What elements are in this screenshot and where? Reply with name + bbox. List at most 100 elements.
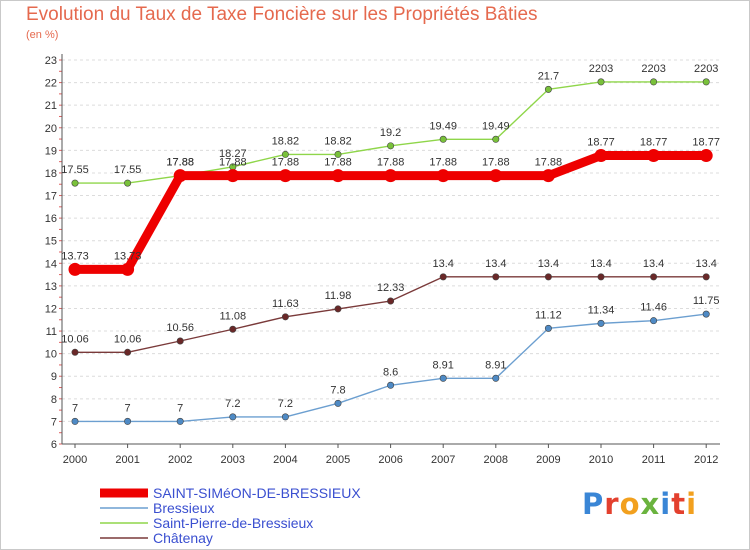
data-label: 17.88 — [482, 157, 510, 169]
data-point — [439, 135, 447, 143]
data-label: 11.08 — [219, 310, 246, 322]
data-label: 17.88 — [272, 157, 300, 169]
y-tick-labels: 6 7 8 9 10 11 12 13 14 15 16 17 18 19 20 21 22 23 — [45, 55, 57, 451]
y-tick-label: 22 — [45, 78, 57, 90]
y-tick-label: 13 — [45, 281, 57, 293]
data-label: 18.27 — [219, 148, 247, 160]
data-label: 18.82 — [272, 135, 300, 147]
data-point — [226, 169, 240, 183]
data-label: 13.4 — [695, 258, 716, 270]
proxiti-logo: Proxiti — [582, 487, 697, 521]
data-point — [594, 149, 608, 163]
data-point — [281, 313, 289, 321]
data-label: 7.2 — [225, 398, 240, 410]
logo-letter: r — [604, 487, 620, 521]
data-point — [699, 149, 713, 163]
data-point — [597, 319, 605, 327]
unit-label: (en %) — [26, 29, 59, 41]
data-point — [176, 337, 184, 345]
y-tick-label: 16 — [45, 213, 57, 225]
data-label: 18.77 — [587, 137, 615, 149]
data-label: 7 — [177, 402, 183, 414]
logo-letter: o — [619, 487, 641, 521]
data-point — [68, 262, 82, 276]
data-point — [334, 399, 342, 407]
y-tick-label: 23 — [45, 55, 57, 67]
y-tick-label: 8 — [51, 394, 57, 406]
data-point — [124, 417, 132, 425]
grid-lines — [62, 59, 720, 445]
data-point — [439, 374, 447, 382]
data-point — [597, 78, 605, 86]
data-label: 17.88 — [166, 157, 194, 169]
data-label: 2203 — [589, 63, 613, 75]
data-point — [176, 417, 184, 425]
data-label: 19.49 — [482, 120, 510, 132]
data-label: 10.06 — [61, 333, 89, 345]
data-point — [544, 324, 552, 332]
data-label: 17.88 — [429, 157, 457, 169]
data-label: 7 — [125, 402, 131, 414]
data-point — [334, 150, 342, 158]
data-label: 13.4 — [590, 258, 611, 270]
data-label: 17.55 — [114, 164, 142, 176]
data-label: 13.4 — [485, 258, 506, 270]
data-point — [489, 169, 503, 183]
data-point — [121, 262, 135, 276]
y-tick-label: 12 — [45, 303, 57, 315]
data-point — [71, 417, 79, 425]
data-point — [439, 273, 447, 281]
data-point — [71, 348, 79, 356]
x-tick-label: 2007 — [431, 454, 455, 466]
y-tick-label: 19 — [45, 145, 57, 157]
data-label: 17.55 — [61, 164, 89, 176]
y-tick-label: 20 — [45, 123, 57, 135]
x-tick-label: 2008 — [484, 454, 508, 466]
data-label: 7 — [72, 402, 78, 414]
x-tick-label: 2004 — [273, 454, 297, 466]
y-tick-label: 14 — [45, 258, 57, 270]
legend-label: Châtenay — [153, 530, 213, 546]
y-tick-label: 18 — [45, 168, 57, 180]
data-label: 8.6 — [383, 366, 398, 378]
data-point — [544, 273, 552, 281]
data-label: 19.49 — [429, 120, 457, 132]
data-label: 12.33 — [377, 282, 405, 294]
data-label: 13.4 — [538, 258, 559, 270]
data-label: 18.82 — [324, 135, 352, 147]
legend-label: Saint-Pierre-de-Bressieux — [153, 515, 313, 531]
data-point — [387, 381, 395, 389]
logo-letter: P — [582, 487, 605, 521]
series-lines — [68, 78, 713, 425]
data-label: 18.77 — [640, 137, 668, 149]
data-label: 17.88 — [166, 157, 194, 169]
logo-letter: i — [686, 487, 698, 521]
data-point — [541, 169, 555, 183]
data-label: 13.4 — [432, 258, 453, 270]
x-tick-label: 2010 — [589, 454, 613, 466]
data-point — [650, 317, 658, 325]
data-point — [229, 413, 237, 421]
data-label: 10.06 — [114, 333, 142, 345]
x-tick-label: 2005 — [326, 454, 350, 466]
data-point — [173, 169, 187, 183]
data-point — [124, 179, 132, 187]
legend: SAINT-SIMéON-DE-BRESSIEUXBressieuxSaint-… — [100, 485, 361, 546]
data-point — [278, 169, 292, 183]
data-label: 11.12 — [535, 309, 562, 321]
data-label: 7.8 — [330, 384, 345, 396]
data-point — [492, 374, 500, 382]
data-point — [71, 179, 79, 187]
data-point — [436, 169, 450, 183]
y-tick-label: 11 — [46, 326, 57, 338]
data-label: 17.88 — [377, 157, 405, 169]
data-label: 2203 — [694, 63, 718, 75]
y-tick-label: 7 — [51, 416, 57, 428]
legend-label: Bressieux — [153, 500, 214, 516]
data-point — [281, 150, 289, 158]
logo-letter: i — [660, 487, 672, 521]
y-tick-label: 17 — [45, 191, 57, 203]
data-label: 13.73 — [61, 250, 89, 262]
